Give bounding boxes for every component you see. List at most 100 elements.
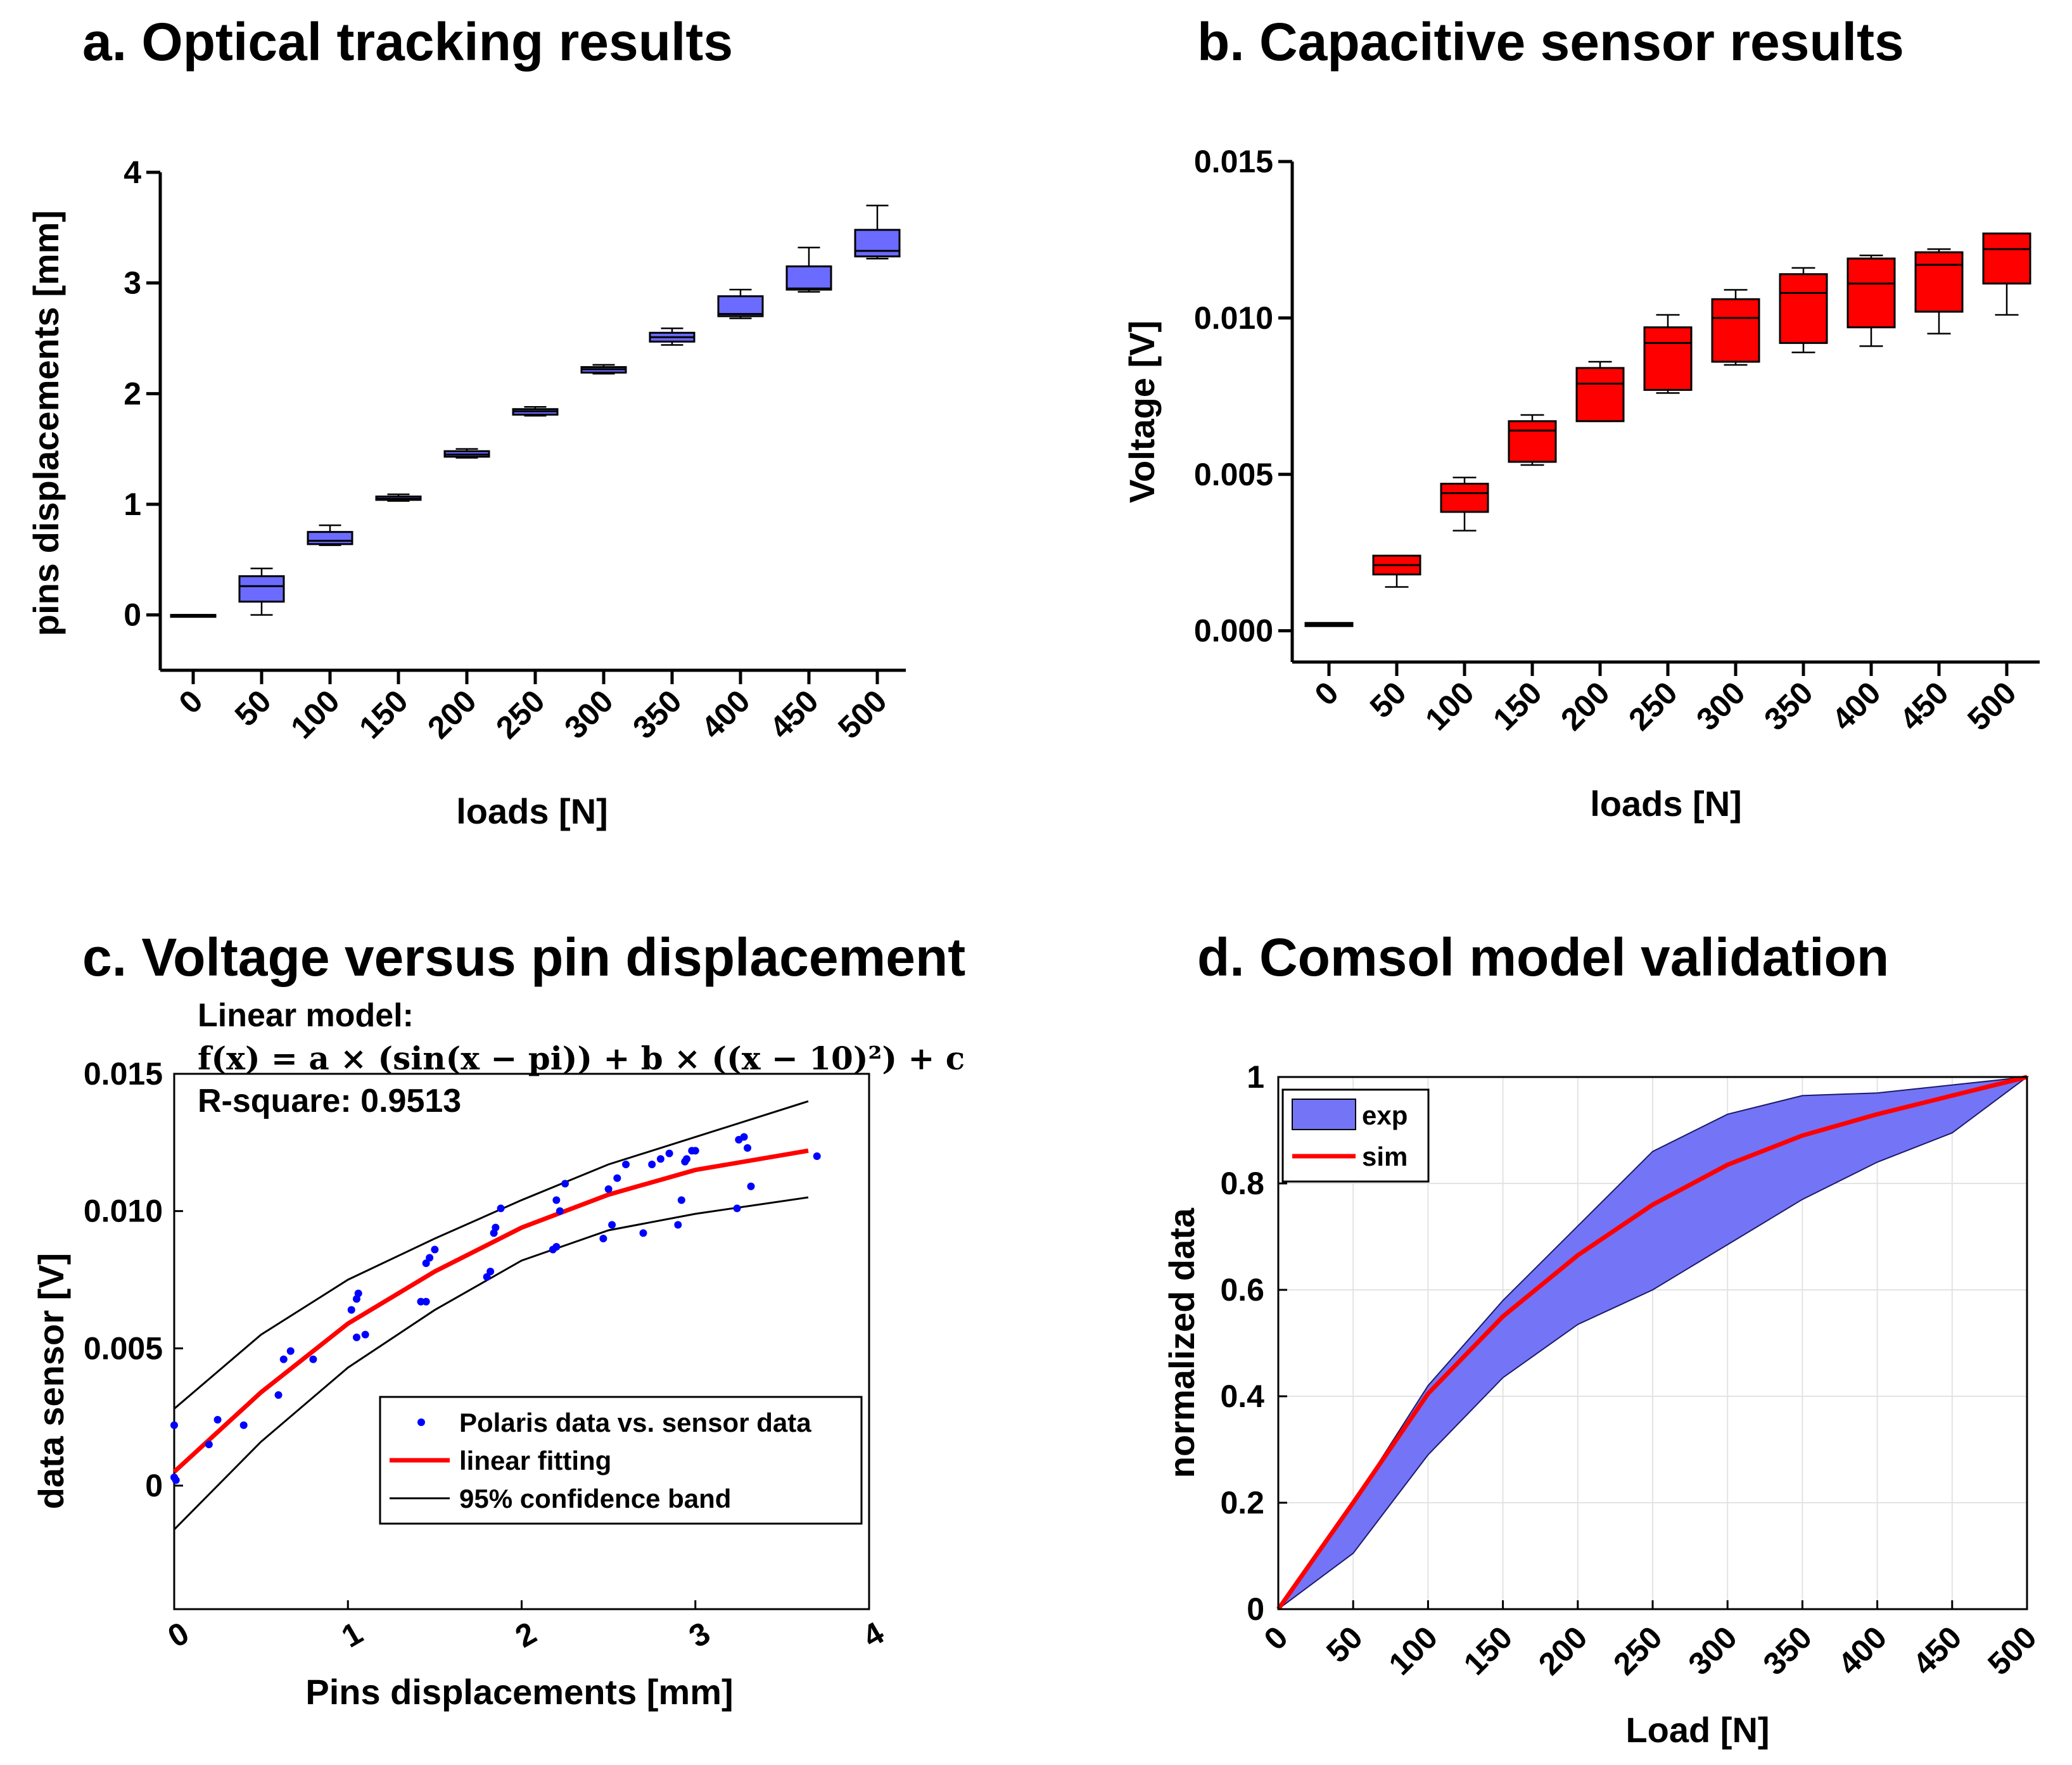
panel-c-xlabel: Pins displacements [mm] (305, 1672, 733, 1712)
panel-c-legend-label-band: 95% confidence band (459, 1484, 731, 1513)
panel-d-title: d. Comsol model validation (1197, 927, 1889, 987)
panel-b-xtick-label: 450 (1893, 675, 1955, 737)
panel-c-axes-box (173, 1073, 870, 1610)
panel-c-data-point (674, 1221, 682, 1229)
panel-c-data-point (213, 1416, 222, 1424)
panel-a-xtick-label: 0 (172, 683, 210, 720)
panel-c-ytick-label: 0.010 (84, 1194, 163, 1229)
panel-c-data-point (492, 1223, 500, 1232)
panel-b-xtick-label: 50 (1363, 675, 1413, 725)
panel-c-data-point (813, 1152, 821, 1160)
panel-c-data-point (239, 1421, 248, 1429)
panel-c-data-point (622, 1161, 630, 1168)
panel-c-data-point (422, 1297, 430, 1306)
panel-c-ytick-label: 0.005 (84, 1330, 163, 1366)
panel-c-data-point (744, 1144, 752, 1152)
panel-a-xtick-label: 450 (763, 683, 825, 746)
panel-a-xtick-label: 100 (284, 683, 346, 746)
panel-c-data-point (733, 1204, 741, 1213)
panel-d-xlabel: Load [N] (1625, 1710, 1769, 1750)
panel-c-xtick-label: 1 (336, 1615, 369, 1654)
panel-b-xtick-label: 250 (1622, 675, 1684, 737)
panel-a-xtick-label: 400 (694, 683, 757, 746)
panel-c-data-point (677, 1196, 685, 1204)
panel-c-data-point (665, 1149, 673, 1157)
panel-b-box (1914, 251, 1964, 313)
panel-c-xtick-label: 2 (509, 1615, 542, 1654)
panel-c-fit-line (172, 1148, 809, 1474)
panel-b-xtick-label: 300 (1689, 675, 1752, 737)
panel-b-title: b. Capacitive sensor results (1197, 12, 1904, 72)
panel-c-data-point (347, 1306, 355, 1314)
panel-a-xtick-label: 200 (421, 683, 483, 746)
panel-d-xtick-label: 250 (1606, 1619, 1669, 1682)
panel-c-ytick-label: 0.015 (84, 1056, 163, 1092)
panel-c-ylabel: data sensor [V] (31, 1253, 71, 1510)
panel-c-data-point (552, 1196, 561, 1204)
panel-c-data-point (361, 1330, 369, 1339)
panel-b-xtick-label: 500 (1961, 675, 2023, 737)
panel-d-xtick-label: 450 (1906, 1619, 1969, 1682)
panel-c-data-point (483, 1273, 491, 1281)
panel-c-xtick-label: 3 (683, 1615, 716, 1654)
panel-d-xtick-label: 200 (1532, 1619, 1594, 1682)
panel-d-ytick-label: 0 (1247, 1591, 1264, 1627)
panel-a-xtick-label: 50 (228, 683, 278, 733)
panel-d-xtick-label: 50 (1319, 1619, 1370, 1669)
panel-c-data-point (426, 1254, 434, 1262)
panel-c-band-upper (174, 1100, 809, 1410)
panel-c-plot-area: 0 1 2 3 4 0 0.005 0.010 0.015 (84, 1056, 890, 1654)
panel-b-box (1982, 233, 2031, 285)
panel-c-data-point (599, 1235, 607, 1242)
panel-b-xtick-label: 350 (1757, 675, 1820, 737)
panel-d-ytick-label: 0.2 (1220, 1485, 1264, 1520)
panel-d-xtick-label: 100 (1382, 1619, 1445, 1682)
panel-c-data-point (561, 1180, 569, 1188)
panel-c-legend-label-data: Polaris data vs. sensor data (459, 1408, 811, 1437)
panel-c-band-lower (173, 1196, 809, 1531)
panel-c-data-point (309, 1355, 317, 1363)
panel-a-xtick-label: 150 (352, 683, 415, 746)
panel-a-xtick-label: 300 (557, 683, 620, 746)
panel-c-data-point (431, 1246, 439, 1254)
panel-c-data-point (205, 1441, 213, 1448)
panel-c-data-point (747, 1182, 755, 1190)
panel-b-box (1846, 257, 1896, 329)
panel-b-box (1711, 298, 1760, 363)
panel-d-legend-exp-swatch (1292, 1099, 1356, 1130)
panel-c-legend-label-fit: linear fitting (459, 1446, 611, 1475)
panel-a-ytick-label: 0 (124, 597, 141, 633)
panel-c-data-point (274, 1391, 283, 1399)
panel-c-data-point (683, 1155, 691, 1163)
panel-c-data-point (648, 1161, 656, 1168)
panel-a-box (238, 575, 285, 603)
panel-a-xtick-label: 350 (626, 683, 689, 746)
panel-a-plot-area: 0 1 2 3 4 0 50 100 150 200 250 300 350 400 450 500 (124, 155, 906, 746)
panel-a-ylabel: pins displacements [mm] (26, 210, 66, 636)
panel-b-xlabel: loads [N] (1590, 784, 1742, 824)
panel-c-voltage-vs-displacement: c. Voltage versus pin displacement Linea… (31, 927, 965, 1712)
panel-c-equation: f(x) = a × (sin(x − pi)) + b × ((x − 10)… (198, 1040, 965, 1077)
panel-b-box (1508, 420, 1557, 463)
panel-b-xtick-label: 200 (1554, 675, 1617, 737)
panel-a-optical-tracking: a. Optical tracking results 0 1 2 3 4 0 50 100 1… (26, 12, 906, 831)
panel-d-ytick-label: 0.8 (1220, 1166, 1264, 1201)
panel-c-legend-dot-marker (417, 1418, 425, 1426)
panel-c-data-point (352, 1334, 360, 1341)
panel-b-capacitive-sensor: b. Capacitive sensor results 0.0000.0050… (1122, 12, 2040, 824)
panel-d-ytick-label: 0.6 (1220, 1272, 1264, 1308)
panel-c-rsquare: R-square: 0.9513 (198, 1083, 461, 1119)
panel-b-box (1779, 273, 1828, 344)
panel-c-legend: Polaris data vs. sensor data linear fitt… (379, 1396, 863, 1525)
panel-a-ytick-label: 2 (124, 376, 141, 411)
panel-b-xtick-label: 100 (1418, 675, 1481, 737)
panel-b-plot-area: 0.000 0.005 0.010 0.015 0 50 100 150 200 250 300 35… (1194, 144, 2040, 737)
panel-c-data-point (556, 1207, 564, 1215)
panel-b-xtick-label: 150 (1486, 675, 1549, 737)
panel-d-legend: exp sim (1281, 1088, 1430, 1183)
panel-d-ytick-label: 0.4 (1220, 1379, 1264, 1414)
panel-a-ytick-label: 3 (124, 265, 141, 301)
panel-b-box (1575, 367, 1625, 423)
panel-a-box (307, 531, 353, 545)
